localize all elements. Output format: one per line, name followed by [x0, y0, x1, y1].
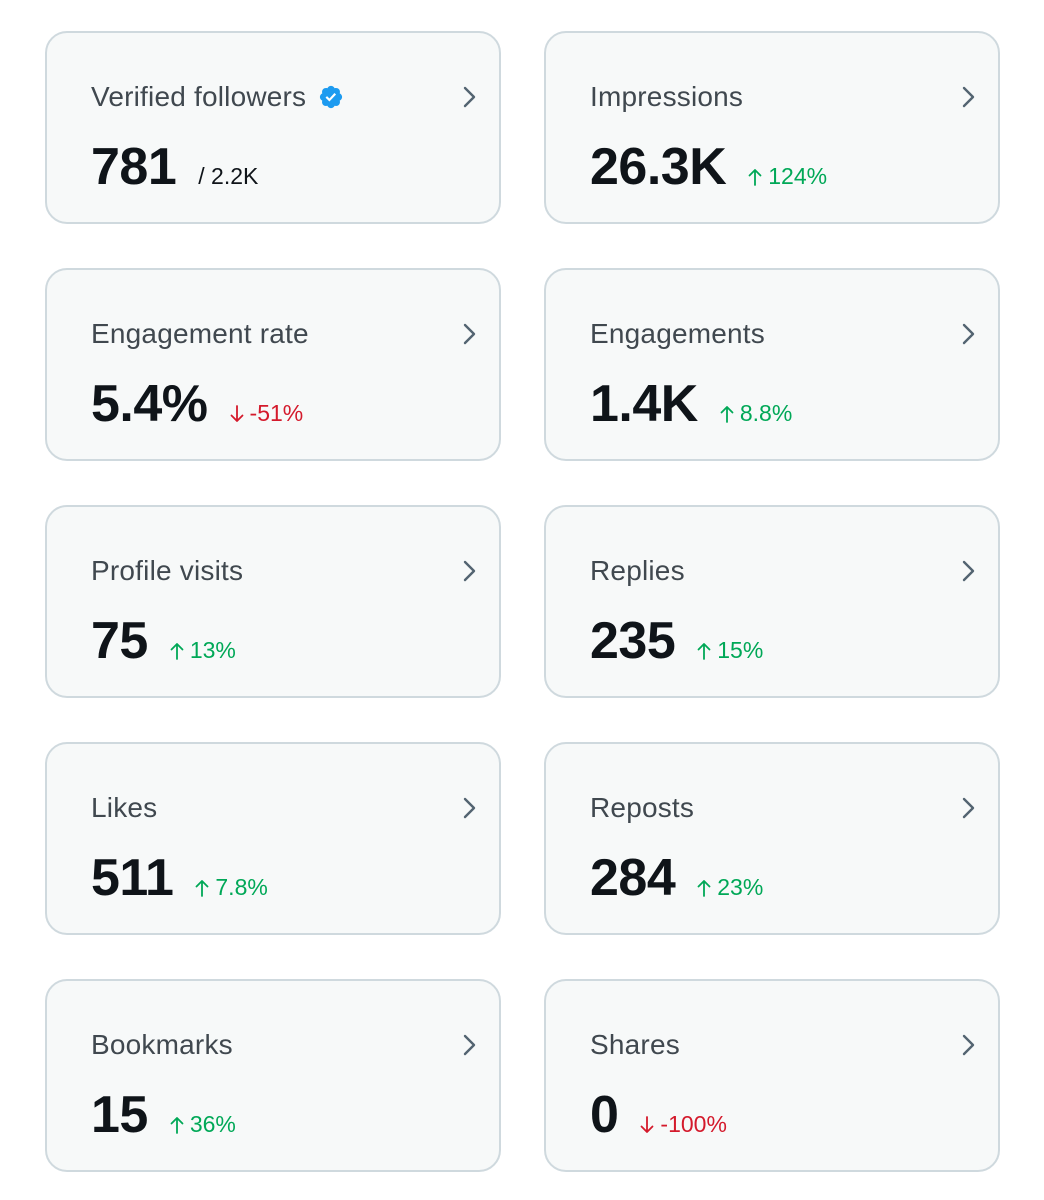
metric-delta: -100% [640, 1111, 727, 1138]
verified-badge-icon [320, 85, 343, 109]
metric-delta-value: 23% [717, 874, 764, 900]
metric-card-profile-visits[interactable]: Profile visits 75 13% [45, 505, 501, 698]
metric-value-row: 75 13% [91, 615, 236, 667]
metrics-grid: Verified followers 781 / 2.2K Impression… [45, 31, 1000, 1172]
metric-label: Profile visits [91, 555, 244, 586]
metric-delta: -51% [230, 400, 304, 427]
chevron-right-icon [962, 797, 975, 819]
metric-label: Reposts [590, 792, 695, 823]
metric-total: / 2.2K [198, 163, 259, 189]
metric-label: Engagement rate [91, 318, 309, 349]
metric-value-row: 511 7.8% [91, 852, 268, 904]
chevron-right-icon [962, 86, 975, 108]
metric-card-shares[interactable]: Shares 0 -100% [544, 979, 1000, 1172]
metric-value-row: 15 36% [91, 1089, 236, 1141]
metric-value-row: 0 -100% [590, 1089, 727, 1141]
metric-label: Verified followers [91, 81, 307, 112]
metric-card-engagement-rate[interactable]: Engagement rate 5.4% -51% [45, 268, 501, 461]
metric-card-reposts[interactable]: Reposts 284 23% [544, 742, 1000, 935]
metric-value: 781 [91, 138, 177, 196]
metric-label-row: Bookmarks [91, 1029, 233, 1061]
metric-label-row: Shares [590, 1029, 680, 1061]
metric-delta-value: 8.8% [739, 400, 793, 426]
metric-value: 511 [91, 849, 174, 907]
metric-delta: 36% [170, 1111, 236, 1138]
arrow-up-icon [170, 1117, 184, 1134]
metric-label-row: Replies [590, 555, 685, 587]
metric-card-verified-followers[interactable]: Verified followers 781 / 2.2K [45, 31, 501, 224]
metric-delta: 15% [697, 637, 763, 664]
metric-delta-value: 13% [189, 637, 236, 663]
metric-delta-value: 15% [717, 637, 764, 663]
arrow-up-icon [195, 880, 209, 897]
chevron-right-icon [463, 86, 476, 108]
metric-label-row: Verified followers [91, 81, 344, 113]
metric-value-row: 5.4% -51% [91, 378, 303, 430]
metric-label-row: Likes [91, 792, 157, 824]
metric-label: Impressions [590, 81, 744, 112]
metric-value: 235 [590, 612, 676, 670]
metric-delta-value: 7.8% [215, 874, 268, 900]
chevron-right-icon [962, 1034, 975, 1056]
arrow-down-icon [641, 1116, 654, 1133]
metric-value: 0 [590, 1086, 619, 1144]
metric-delta-value: -100% [660, 1111, 727, 1137]
metric-label-row: Engagement rate [91, 318, 309, 350]
metric-label: Bookmarks [91, 1029, 233, 1060]
chevron-right-icon [463, 1034, 476, 1056]
metric-value-row: 284 23% [590, 852, 763, 904]
metric-value-row: 1.4K 8.8% [590, 378, 792, 430]
metric-value: 26.3K [590, 138, 727, 196]
metric-label: Likes [91, 792, 158, 823]
metric-label-row: Reposts [590, 792, 694, 824]
metric-value-row: 26.3K 124% [590, 141, 827, 193]
metric-card-engagements[interactable]: Engagements 1.4K 8.8% [544, 268, 1000, 461]
arrow-down-icon [230, 405, 243, 422]
metric-delta: 8.8% [720, 400, 792, 427]
metric-value: 1.4K [590, 375, 698, 433]
metric-label: Shares [590, 1029, 680, 1060]
chevron-right-icon [463, 560, 476, 582]
metric-label-row: Impressions [590, 81, 743, 113]
metric-delta: 13% [170, 637, 236, 664]
metric-card-likes[interactable]: Likes 511 7.8% [45, 742, 501, 935]
metric-value-row: 235 15% [590, 615, 763, 667]
metric-value: 5.4% [91, 375, 208, 433]
chevron-right-icon [962, 560, 975, 582]
metric-delta: 7.8% [195, 874, 268, 901]
arrow-up-icon [697, 643, 711, 660]
arrow-up-icon [170, 643, 184, 660]
metric-label: Replies [590, 555, 685, 586]
metric-delta-value: 124% [768, 163, 828, 189]
metric-card-bookmarks[interactable]: Bookmarks 15 36% [45, 979, 501, 1172]
metric-value: 284 [590, 849, 676, 907]
metric-label-row: Engagements [590, 318, 765, 350]
arrow-up-icon [748, 169, 762, 186]
arrow-up-icon [720, 406, 734, 423]
metric-value-row: 781 / 2.2K [91, 141, 258, 193]
metric-label-row: Profile visits [91, 555, 243, 587]
metric-delta-value: 36% [189, 1111, 236, 1137]
chevron-right-icon [463, 323, 476, 345]
metric-delta: 23% [697, 874, 763, 901]
chevron-right-icon [463, 797, 476, 819]
metric-value: 75 [91, 612, 148, 670]
metric-delta-value: -51% [249, 400, 304, 426]
chevron-right-icon [962, 323, 975, 345]
metric-label: Engagements [590, 318, 765, 349]
metric-card-impressions[interactable]: Impressions 26.3K 124% [544, 31, 1000, 224]
metric-card-replies[interactable]: Replies 235 15% [544, 505, 1000, 698]
metric-value: 15 [91, 1086, 148, 1144]
arrow-up-icon [697, 880, 711, 897]
metric-delta: 124% [748, 163, 827, 190]
